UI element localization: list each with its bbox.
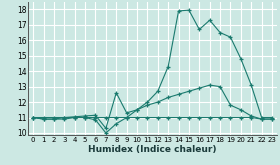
X-axis label: Humidex (Indice chaleur): Humidex (Indice chaleur) <box>88 146 217 154</box>
